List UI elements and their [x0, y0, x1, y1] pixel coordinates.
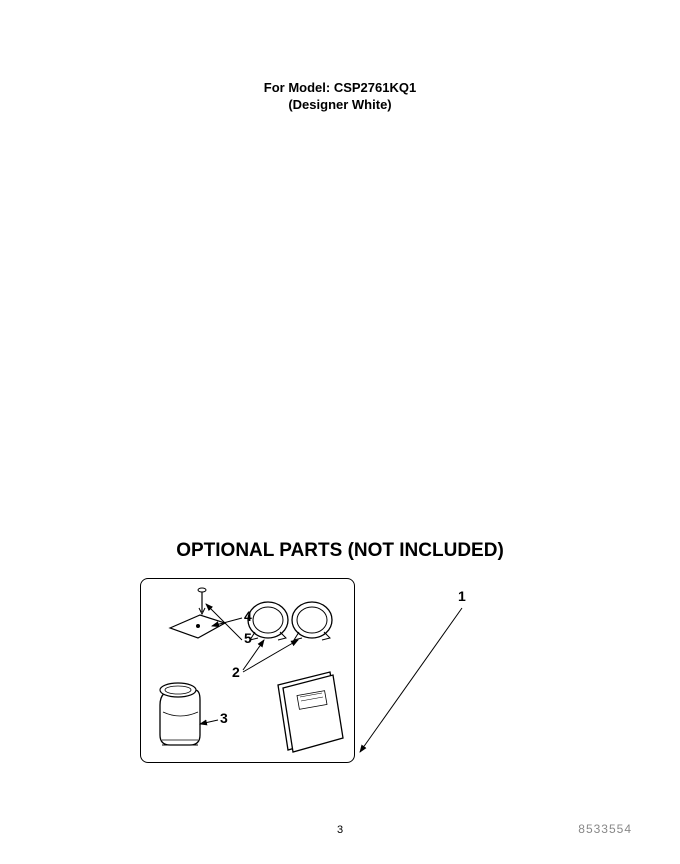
part-plate [170, 615, 225, 638]
callout-4: 4 [244, 608, 252, 624]
callout-5: 5 [244, 630, 252, 646]
callout-line-3 [200, 720, 218, 724]
parts-diagram [0, 0, 680, 864]
part-cap-left [248, 602, 288, 640]
part-booklet [278, 672, 343, 752]
part-elbow-duct [160, 683, 200, 745]
callout-line-1 [360, 608, 462, 752]
callout-2: 2 [232, 664, 240, 680]
callout-1: 1 [458, 588, 466, 604]
callout-3: 3 [220, 710, 228, 726]
part-screw [198, 588, 206, 614]
document-number: 8533554 [578, 822, 632, 836]
part-cap-right [292, 602, 332, 640]
